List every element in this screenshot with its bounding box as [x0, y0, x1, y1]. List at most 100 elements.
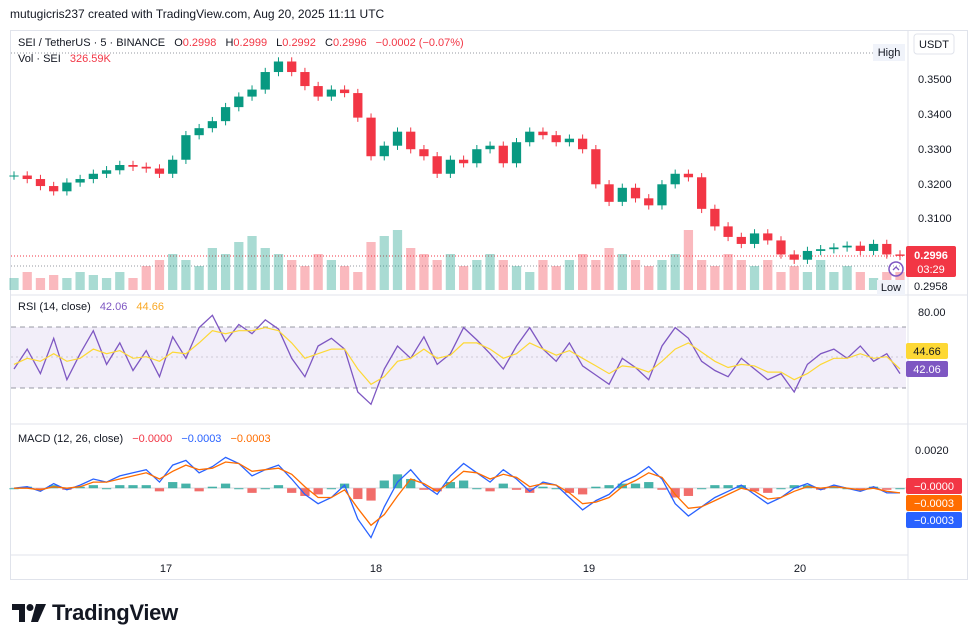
macd-hist-tag: [906, 478, 962, 494]
candle-body: [419, 149, 429, 157]
candle-body: [829, 247, 839, 250]
macd-histogram-bar: [644, 482, 654, 489]
macd-histogram-bar: [498, 483, 508, 489]
legend-symbol: SEI / TetherUS · 5 · BINANCE O0.2998 H0.…: [18, 37, 464, 49]
macd-histogram-bar: [62, 488, 72, 490]
low-tag: [877, 280, 905, 295]
macd-histogram-bar: [816, 488, 826, 490]
macd-histogram-bar: [128, 485, 138, 489]
volume-bar: [472, 260, 482, 290]
macd-histogram-bar: [419, 488, 429, 490]
macd-histogram-bar: [855, 488, 865, 490]
candle-body: [168, 159, 178, 174]
time-label-20: 20: [794, 563, 806, 575]
candle-body: [406, 131, 416, 150]
candle-body: [300, 72, 310, 87]
volume-bar: [710, 266, 720, 290]
macd-histogram-bar: [538, 486, 548, 489]
alert-clock-icon[interactable]: [888, 261, 904, 277]
candle-body: [22, 175, 32, 180]
macd-histogram-bar: [234, 488, 244, 490]
candle-body: [234, 96, 244, 108]
chart-attribution: mutugicris237 created with TradingView.c…: [10, 7, 385, 21]
macd-histogram-bar: [115, 485, 125, 489]
candle-body: [260, 72, 270, 90]
rsi-tag: [906, 361, 948, 377]
currency-button[interactable]: [913, 33, 955, 55]
candle-body: [802, 250, 813, 260]
macd-histogram-bar: [670, 488, 680, 498]
volume-bar: [9, 278, 19, 290]
volume-bar: [194, 266, 204, 290]
volume-bar: [564, 260, 575, 290]
candle-body: [339, 89, 350, 94]
candle-body: [710, 208, 720, 227]
volume-bar: [35, 278, 46, 290]
candle-body: [525, 131, 535, 143]
rsi-lines: [13, 314, 901, 406]
high-tag: [873, 44, 905, 61]
volume-bar: [577, 254, 588, 290]
volume-bar: [49, 275, 59, 290]
volume-bar: [419, 254, 429, 290]
volume-bar: [181, 260, 191, 290]
rsi-line: [13, 314, 901, 406]
volume-bar: [789, 266, 799, 290]
macd-histogram-bar: [168, 482, 178, 489]
volume-bar: [604, 248, 614, 290]
volume-bar: [842, 266, 852, 290]
macd-histogram-bar: [829, 486, 839, 489]
candle-body: [591, 149, 601, 185]
price-tick-2: 0.3300: [918, 144, 952, 156]
candle-body: [776, 240, 786, 255]
macd-line: [13, 456, 900, 539]
macd-histogram-bar: [207, 486, 217, 489]
candle-body: [62, 182, 72, 192]
macd-histogram-bar: [577, 488, 588, 495]
rsi-ma-tag-value: 44.66: [913, 346, 941, 358]
candle-body: [101, 170, 112, 174]
macd-histogram-bar: [22, 486, 32, 489]
volume-bar: [670, 254, 680, 290]
macd-line-tag-value: −0.0003: [914, 515, 954, 527]
volume-bar: [776, 272, 786, 290]
candle-body: [868, 243, 879, 251]
candle-body: [49, 186, 59, 192]
candle-body: [181, 135, 191, 160]
volume-bar: [379, 236, 389, 290]
macd-histogram-bar: [485, 488, 495, 492]
candle-body: [115, 165, 125, 171]
rsi-axis-upper: 80.00: [918, 307, 946, 319]
candle-body: [749, 233, 760, 244]
volume-bar: [657, 260, 667, 290]
macd-histogram-bar: [657, 488, 667, 490]
macd-histogram-bar: [458, 480, 469, 489]
volume-bar: [498, 260, 508, 290]
legend-volume: Vol · SEI 326.59K: [18, 53, 112, 65]
candle-body: [644, 198, 654, 206]
time-label-18: 18: [370, 563, 382, 575]
volume-bar: [141, 266, 151, 290]
macd-histogram-bar: [300, 488, 310, 496]
macd-histogram-bar: [630, 483, 641, 489]
currency-label: USDT: [919, 39, 949, 51]
volume-bar: [816, 260, 826, 290]
price-tick-3: 0.3200: [918, 179, 952, 191]
macd-histogram-bar: [141, 485, 151, 489]
volume-bar: [207, 248, 217, 290]
candle-body: [247, 89, 257, 97]
candle-body: [128, 165, 138, 167]
macd-histogram-bar: [868, 486, 879, 489]
macd-histogram-bar: [749, 488, 760, 492]
volume-bar: [617, 254, 627, 290]
macd-histogram-bar: [445, 482, 456, 489]
macd-histogram-bar: [181, 483, 191, 489]
candle-body: [617, 187, 627, 202]
volume-bar: [22, 272, 32, 290]
alert-clock-hands: [892, 266, 900, 271]
volume-bar: [630, 260, 641, 290]
macd-axis-top: 0.0020: [915, 445, 949, 457]
macd-signal-line: [14, 461, 901, 527]
tradingview-logo-icon: [12, 604, 46, 622]
